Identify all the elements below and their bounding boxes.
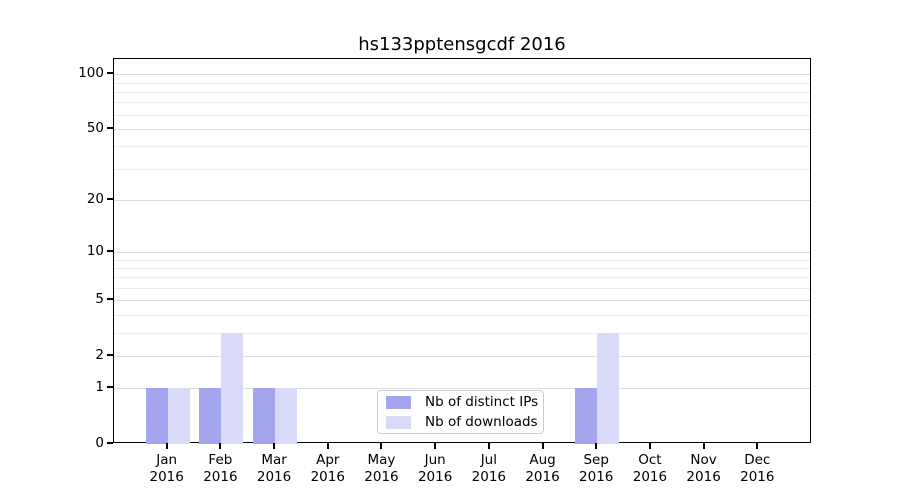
y-gridline-minor — [114, 91, 810, 93]
x-tick-mark — [595, 443, 598, 449]
y-gridline-major — [114, 300, 810, 302]
y-gridline-minor — [114, 332, 810, 334]
y-tick-mark — [107, 198, 113, 201]
y-tick-label: 5 — [95, 291, 104, 308]
plot-area — [113, 58, 811, 444]
x-tick-mark — [648, 443, 651, 449]
x-tick-label: Apr 2016 — [310, 452, 345, 485]
y-gridline-minor — [114, 168, 810, 170]
legend-entry-downloads: Nb of downloads — [386, 414, 543, 430]
bar-distinct-ips — [199, 388, 222, 444]
y-gridline-minor — [114, 315, 810, 317]
legend: Nb of distinct IPs Nb of downloads — [377, 390, 544, 434]
y-tick-label: 2 — [95, 346, 104, 363]
x-tick-label: May 2016 — [364, 452, 399, 485]
chart-title: hs133pptensgcdf 2016 — [358, 34, 566, 55]
y-tick-mark — [107, 386, 113, 389]
bar-downloads — [597, 332, 620, 444]
y-gridline-minor — [114, 288, 810, 290]
y-tick-label: 0 — [95, 435, 104, 451]
x-tick-label: Mar 2016 — [256, 452, 292, 485]
y-gridline-minor — [114, 146, 810, 148]
x-tick-label: Feb 2016 — [203, 452, 238, 485]
y-gridline-major — [114, 200, 810, 202]
y-gridline-minor — [114, 102, 810, 104]
x-tick-mark — [434, 443, 437, 449]
y-tick-label: 50 — [86, 119, 104, 136]
y-tick-mark — [107, 298, 113, 301]
y-gridline-major — [114, 74, 810, 76]
x-tick-label: Jan 2016 — [149, 452, 184, 485]
y-gridline-major — [114, 388, 810, 390]
x-tick-mark — [219, 443, 222, 449]
y-gridline-major — [114, 251, 810, 253]
y-gridline-minor — [114, 277, 810, 279]
y-tick-mark — [107, 126, 113, 129]
y-tick-mark — [107, 353, 113, 356]
bar-distinct-ips — [575, 388, 598, 444]
y-gridline-minor — [114, 114, 810, 116]
x-tick-mark — [165, 443, 168, 449]
y-gridline-major — [114, 355, 810, 357]
x-tick-mark — [326, 443, 329, 449]
y-gridline-minor — [114, 82, 810, 84]
bar-downloads — [275, 388, 298, 444]
y-tick-label: 100 — [78, 65, 104, 82]
x-tick-label: Aug 2016 — [525, 452, 560, 485]
legend-entry-distinct-ips: Nb of distinct IPs — [386, 394, 543, 410]
y-gridline-major — [114, 128, 810, 130]
y-tick-mark — [107, 442, 113, 444]
x-tick-mark — [702, 443, 705, 449]
x-tick-label: Oct 2016 — [632, 452, 668, 485]
x-tick-label: Nov 2016 — [686, 452, 721, 485]
y-tick-mark — [107, 72, 113, 75]
legend-swatch-downloads — [386, 415, 411, 429]
x-tick-mark — [756, 443, 759, 449]
y-gridline-minor — [114, 259, 810, 261]
bar-downloads — [167, 388, 190, 444]
legend-swatch-distinct-ips — [386, 395, 411, 409]
y-tick-mark — [107, 249, 113, 252]
y-tick-label: 1 — [95, 379, 104, 396]
bar-downloads — [221, 332, 244, 444]
bar-distinct-ips — [253, 388, 276, 444]
legend-label-downloads: Nb of downloads — [425, 414, 538, 430]
bar-distinct-ips — [145, 388, 168, 444]
x-tick-mark — [273, 443, 276, 449]
x-tick-label: Jun 2016 — [417, 452, 453, 485]
y-gridline-minor — [114, 267, 810, 269]
x-tick-mark — [541, 443, 544, 449]
y-tick-label: 10 — [86, 242, 104, 259]
y-tick-label: 20 — [86, 191, 104, 208]
x-tick-mark — [380, 443, 383, 449]
x-tick-label: Dec 2016 — [740, 452, 775, 485]
x-tick-mark — [487, 443, 490, 449]
x-tick-label: Sep 2016 — [579, 452, 614, 485]
x-tick-label: Jul 2016 — [471, 452, 507, 485]
legend-label-distinct-ips: Nb of distinct IPs — [425, 394, 539, 410]
